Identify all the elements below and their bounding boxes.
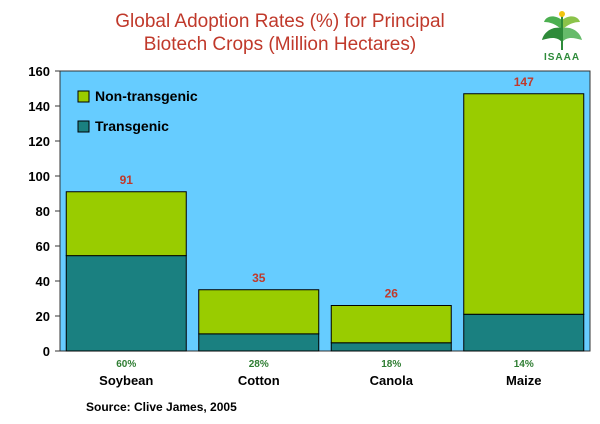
adoption-rate-label: 18% — [381, 359, 401, 370]
x-category-label: Soybean — [99, 373, 153, 388]
y-tick-label: 20 — [36, 309, 50, 324]
chart-title-line-1: Global Adoption Rates (%) for Principal — [115, 11, 445, 32]
y-tick-label: 80 — [36, 204, 50, 219]
y-tick-label: 0 — [43, 344, 50, 359]
bar-total-label: 91 — [120, 173, 134, 187]
bar-transgenic-soybean — [65, 255, 187, 352]
legend-label-non-transgenic: Non-transgenic — [95, 88, 198, 104]
y-tick-label: 140 — [28, 99, 50, 114]
bar-non-transgenic-maize — [463, 93, 585, 315]
bar-total-label: 35 — [252, 271, 266, 285]
source-note: Source: Clive James, 2005 — [86, 400, 237, 414]
bar-non-transgenic-cotton — [198, 289, 320, 335]
x-category-label: Maize — [506, 373, 541, 388]
isaaa-logo-icon — [542, 11, 582, 50]
bar-transgenic-cotton — [198, 333, 320, 352]
y-tick-label: 60 — [36, 239, 50, 254]
legend-label-transgenic: Transgenic — [95, 118, 169, 134]
y-tick-label: 40 — [36, 274, 50, 289]
adoption-rate-label: 14% — [514, 359, 534, 370]
bar-transgenic-canola — [330, 342, 452, 352]
x-category-label: Cotton — [238, 373, 280, 388]
bar-transgenic-maize — [463, 313, 585, 352]
legend-swatch-transgenic — [77, 120, 90, 133]
y-tick-label: 160 — [28, 64, 50, 79]
bar-non-transgenic-soybean — [65, 191, 187, 257]
y-tick-label: 120 — [28, 134, 50, 149]
legend-swatch-non-transgenic — [77, 90, 90, 103]
bar-total-label: 26 — [385, 287, 399, 301]
adoption-rate-label: 60% — [116, 359, 136, 370]
bar-total-label: 147 — [514, 75, 534, 89]
bar-non-transgenic-canola — [330, 305, 452, 344]
chart-title-line-2: Biotech Crops (Million Hectares) — [143, 34, 417, 55]
adoption-rate-label: 28% — [249, 359, 269, 370]
chart-title: Global Adoption Rates (%) for Principal … — [40, 10, 520, 56]
isaaa-logo-text: ISAAA — [543, 52, 581, 63]
y-tick-label: 100 — [28, 169, 50, 184]
x-category-label: Canola — [370, 373, 414, 388]
